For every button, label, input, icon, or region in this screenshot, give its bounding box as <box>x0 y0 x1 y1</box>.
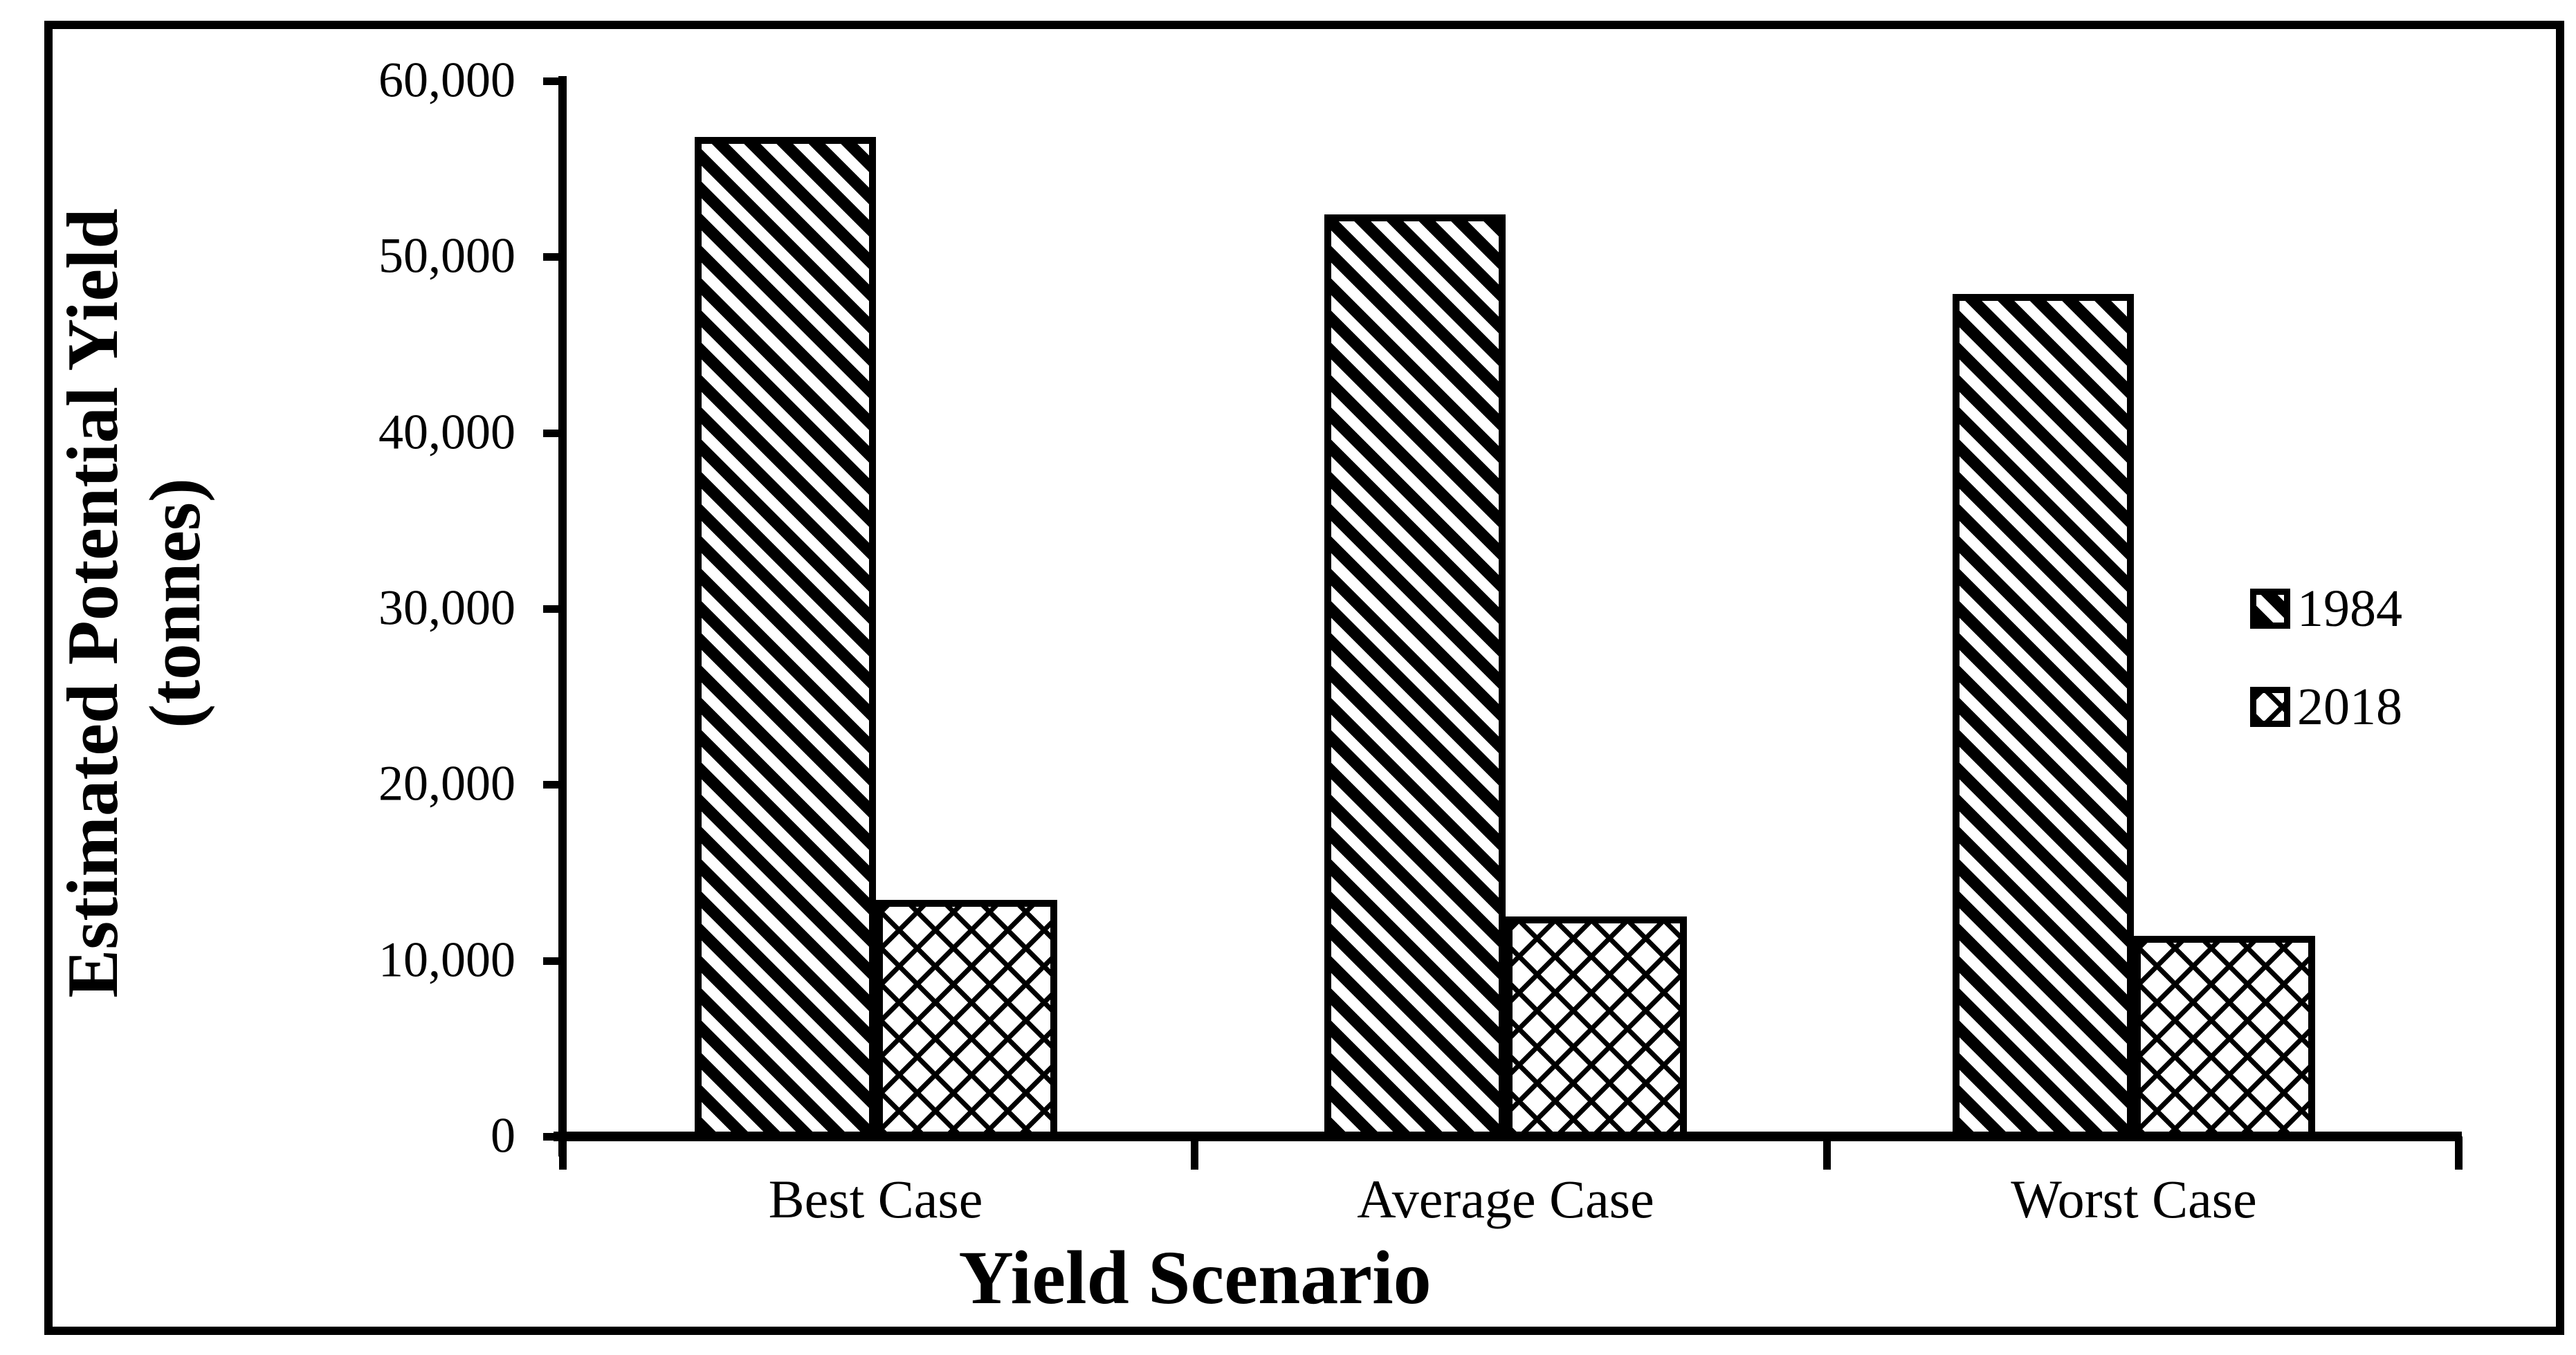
x-category-label: Worst Case <box>2011 1169 2257 1229</box>
y-tick-label: 60,000 <box>378 52 515 108</box>
y-tick-label: 20,000 <box>378 755 515 811</box>
legend-label-2018: 2018 <box>2297 678 2402 736</box>
y-axis-tick <box>543 253 564 261</box>
legend-item-2018: 2018 <box>2250 681 2402 733</box>
bar-1984-worst-case <box>1953 293 2134 1141</box>
y-axis-title-line1: Estimated Potential Yield <box>52 208 133 998</box>
y-axis-tick <box>543 77 564 85</box>
y-axis-tick <box>543 781 564 789</box>
x-axis-tick <box>559 1136 567 1170</box>
legend-swatch-1984-diagonal-hatch-icon <box>2250 589 2290 629</box>
y-axis-tick <box>543 957 564 965</box>
bar-2018-worst-case <box>2134 936 2315 1141</box>
x-category-label: Best Case <box>768 1169 983 1229</box>
legend-swatch-2018-diamond-crosshatch-icon <box>2250 687 2290 727</box>
x-axis-tick <box>1191 1136 1199 1170</box>
x-axis-title: Yield Scenario <box>958 1235 1432 1320</box>
x-axis-tick <box>1823 1136 1831 1170</box>
y-axis-title-line2: (tonnes) <box>134 478 215 728</box>
y-axis-title: Estimated Potential Yield (tonnes) <box>52 82 218 1124</box>
bar-1984-best-case <box>694 137 876 1141</box>
y-axis-tick <box>543 605 564 613</box>
bar-1984-average-case <box>1324 214 1506 1141</box>
y-tick-label: 10,000 <box>378 932 515 988</box>
y-tick-label: 30,000 <box>378 580 515 636</box>
y-axis-line <box>558 76 567 1156</box>
legend-item-1984: 1984 <box>2250 582 2402 635</box>
x-category-label: Average Case <box>1357 1169 1654 1229</box>
y-tick-label: 0 <box>491 1107 515 1163</box>
x-axis-tick <box>2455 1136 2463 1170</box>
bar-2018-average-case <box>1506 916 1687 1141</box>
y-tick-label: 50,000 <box>378 228 515 284</box>
chart-frame <box>44 21 2564 1335</box>
legend: 1984 2018 <box>2250 582 2402 779</box>
legend-label-1984: 1984 <box>2297 580 2402 638</box>
y-axis-tick <box>543 429 564 437</box>
y-tick-label: 40,000 <box>378 404 515 460</box>
bar-2018-best-case <box>875 899 1057 1141</box>
y-axis-tick <box>543 1133 564 1141</box>
x-axis-line <box>554 1132 2462 1141</box>
